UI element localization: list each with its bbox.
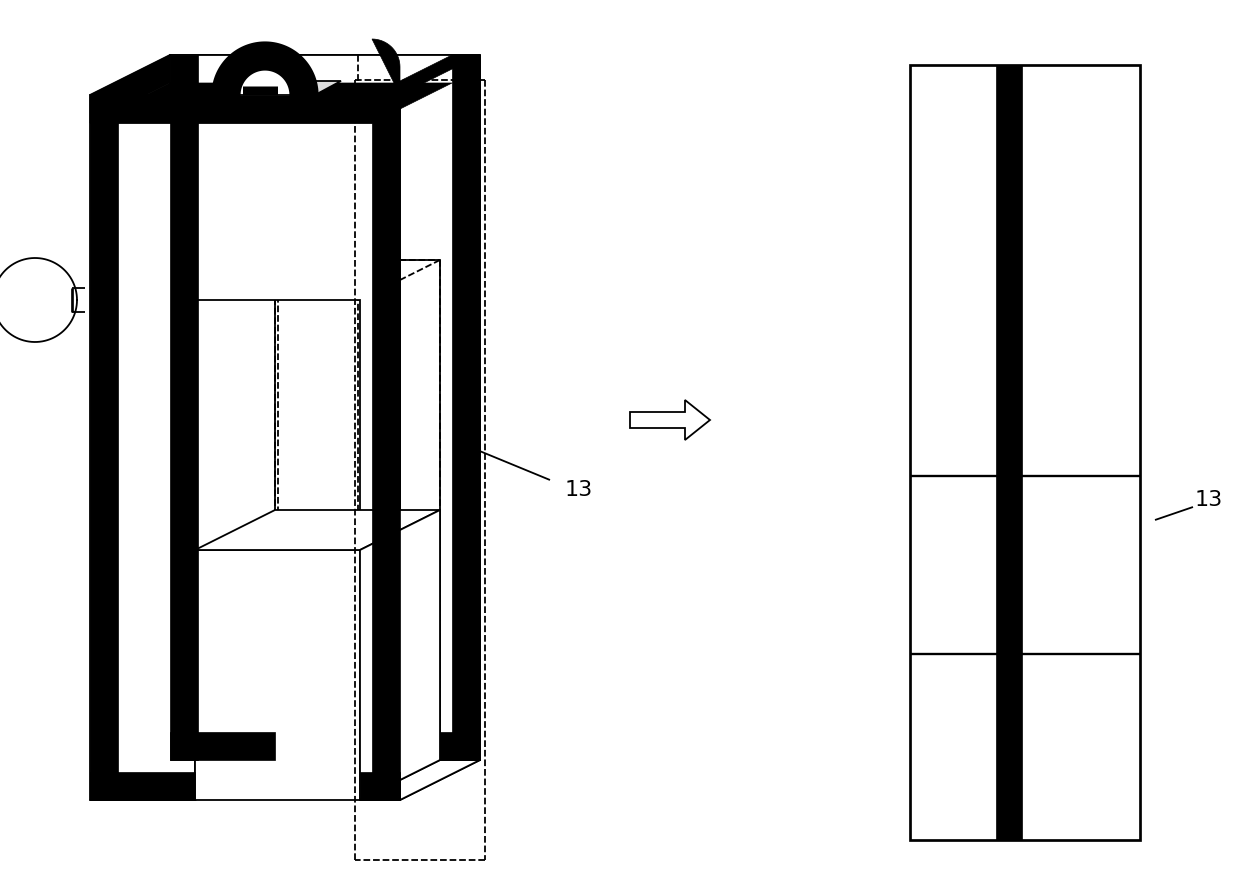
Text: 13: 13 — [565, 480, 593, 500]
Polygon shape — [440, 732, 480, 760]
Polygon shape — [91, 760, 275, 800]
Polygon shape — [372, 95, 401, 800]
Polygon shape — [630, 400, 711, 440]
Polygon shape — [91, 95, 372, 123]
Polygon shape — [91, 95, 401, 800]
Polygon shape — [360, 510, 440, 800]
Polygon shape — [360, 772, 401, 800]
Polygon shape — [453, 55, 480, 760]
Polygon shape — [195, 550, 360, 800]
Polygon shape — [91, 55, 480, 95]
Polygon shape — [170, 55, 198, 760]
Polygon shape — [170, 732, 275, 760]
Polygon shape — [372, 39, 401, 95]
Polygon shape — [91, 772, 195, 800]
Polygon shape — [372, 55, 480, 95]
Bar — [910, 65, 1140, 840]
Polygon shape — [996, 65, 1022, 840]
Polygon shape — [401, 55, 480, 800]
Polygon shape — [360, 760, 480, 800]
Polygon shape — [224, 55, 305, 95]
Polygon shape — [91, 83, 453, 123]
Text: 13: 13 — [1195, 490, 1223, 510]
Polygon shape — [195, 510, 440, 550]
Polygon shape — [215, 81, 341, 95]
Polygon shape — [170, 55, 480, 760]
Polygon shape — [91, 55, 170, 123]
Polygon shape — [91, 95, 118, 800]
